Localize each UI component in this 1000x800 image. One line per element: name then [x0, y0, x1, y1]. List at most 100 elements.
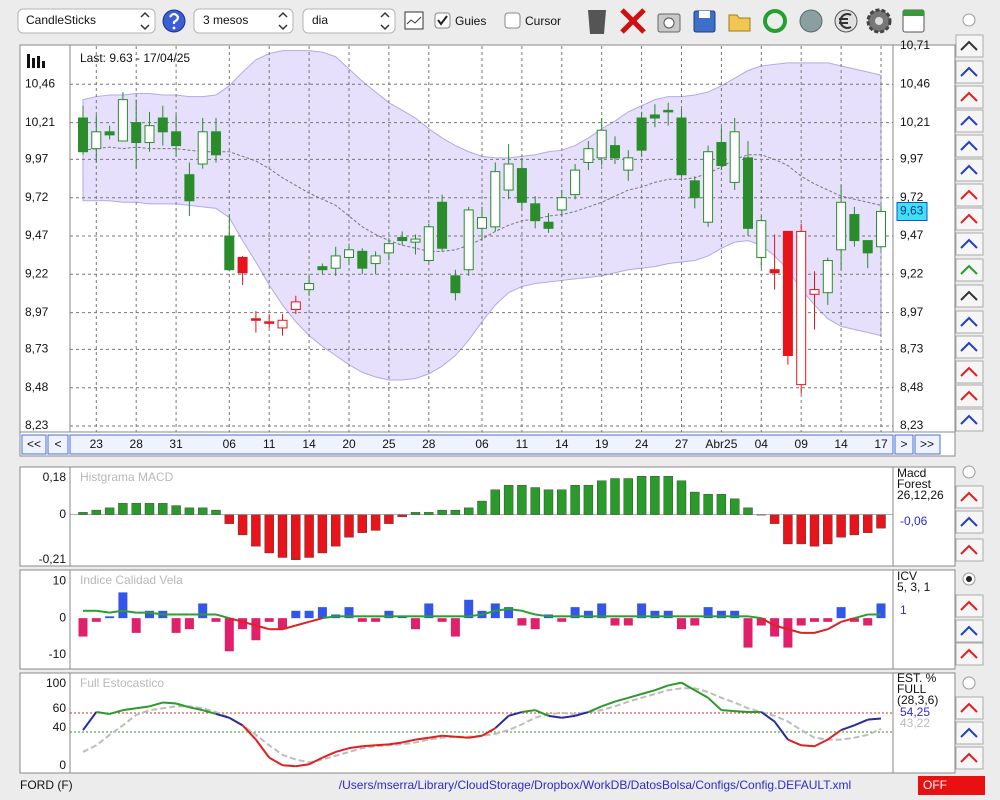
- macd-bar: [530, 487, 540, 515]
- stoch-k-line: [534, 709, 549, 717]
- tool-glyph: [960, 264, 978, 275]
- tool-button[interactable]: [955, 696, 984, 720]
- icv-bar: [317, 607, 327, 619]
- toolbar-icons: [588, 8, 925, 34]
- y-tick-label-right: 9,47: [900, 228, 924, 242]
- icv-line: [308, 617, 323, 623]
- tool-button[interactable]: [955, 485, 984, 509]
- candle-body: [876, 210, 886, 248]
- currency-icon[interactable]: [834, 9, 858, 33]
- refresh-icon[interactable]: [763, 9, 787, 33]
- y-tick-label: 10,21: [25, 115, 55, 129]
- camera-lens: [663, 17, 675, 29]
- stoch-k-line: [561, 714, 576, 719]
- stoch-k-line: [295, 763, 310, 768]
- macd-bar: [503, 485, 514, 515]
- tool-button[interactable]: [955, 284, 984, 308]
- globe-icon[interactable]: [799, 9, 823, 33]
- tool-button[interactable]: [955, 60, 984, 84]
- tool-button[interactable]: [955, 594, 984, 618]
- y-tick-label-right: 10,71: [900, 38, 930, 52]
- interval-select[interactable]: [302, 8, 396, 34]
- tool-button[interactable]: [955, 232, 984, 256]
- candle-body: [596, 129, 607, 159]
- icv-line: [508, 607, 523, 612]
- macd-bar: [424, 512, 434, 515]
- trash-icon[interactable]: [588, 10, 606, 34]
- icv-line: [747, 615, 762, 620]
- tool-button[interactable]: [955, 85, 984, 109]
- tool-button[interactable]: [955, 310, 984, 334]
- tool-button[interactable]: [955, 619, 984, 643]
- tool-glyph: [960, 140, 978, 151]
- icv-bar: [610, 618, 620, 626]
- panel-radio[interactable]: [962, 676, 976, 690]
- tool-button[interactable]: [955, 360, 984, 384]
- chart-type-select[interactable]: [17, 8, 156, 34]
- macd-bar: [477, 500, 487, 515]
- tool-button[interactable]: [955, 335, 984, 359]
- nav-first-button[interactable]: [21, 434, 47, 455]
- panel-radio[interactable]: [962, 465, 976, 479]
- stoch-k-line: [122, 707, 137, 712]
- stoch-k-line: [787, 738, 802, 747]
- cursor-checkbox[interactable]: [504, 12, 521, 29]
- macd-bar: [370, 514, 381, 531]
- tool-button[interactable]: [955, 258, 984, 282]
- macd-bar: [690, 491, 700, 515]
- nav-next-button[interactable]: [894, 434, 914, 455]
- stoch-k-line: [681, 681, 696, 692]
- icv-bar: [796, 618, 806, 626]
- tool-glyph: [960, 727, 978, 738]
- tool-button[interactable]: [955, 510, 984, 534]
- macd-bar: [730, 498, 740, 515]
- icv-bar: [863, 618, 873, 626]
- candle-body: [503, 163, 514, 191]
- candle-body: [729, 131, 740, 183]
- candle-body: [689, 180, 700, 199]
- mode-indicator[interactable]: [918, 776, 985, 795]
- tool-button[interactable]: [955, 538, 984, 562]
- tool-button[interactable]: [955, 642, 984, 666]
- macd-bar: [650, 476, 660, 515]
- nav-prev: <: [54, 437, 61, 451]
- stoch-k-line: [335, 747, 350, 753]
- nav-last-button[interactable]: [914, 434, 941, 455]
- candle-body: [809, 289, 820, 295]
- tool-button[interactable]: [955, 109, 984, 133]
- macd-bar: [836, 514, 846, 538]
- period-select[interactable]: [193, 8, 294, 34]
- current-price-box: [896, 201, 928, 221]
- x-tick-label: 14: [302, 437, 316, 451]
- legend-text: FULL: [897, 682, 927, 696]
- tool-glyph: [960, 316, 978, 327]
- tool-glyph: [960, 702, 978, 713]
- nav-prev-button[interactable]: [47, 434, 69, 455]
- icv-bar: [570, 607, 580, 619]
- x-tick-label: 20: [342, 437, 356, 451]
- select-arrows: [380, 11, 390, 31]
- tool-button[interactable]: [955, 207, 984, 231]
- tool-button[interactable]: [955, 721, 984, 745]
- icv-bar: [663, 610, 673, 619]
- tool-button[interactable]: [955, 158, 984, 182]
- tool-button[interactable]: [955, 183, 984, 207]
- candle-body: [756, 220, 767, 258]
- macd-bar: [543, 489, 554, 515]
- open-icon[interactable]: [728, 14, 751, 32]
- tool-button[interactable]: [955, 34, 984, 58]
- y-tick-label: 9,22: [25, 266, 49, 280]
- tool-button[interactable]: [955, 408, 984, 432]
- tool-button[interactable]: [955, 384, 984, 408]
- y-tick-label-right: 8,48: [900, 380, 924, 394]
- tool-button[interactable]: [955, 134, 984, 158]
- icv-line: [242, 620, 257, 627]
- icv-bar: [836, 607, 846, 619]
- y-tick-label: -0,21: [39, 552, 67, 566]
- panel-radio[interactable]: [962, 13, 976, 27]
- delete-icon[interactable]: [620, 8, 646, 34]
- config-path: /Users/mserra/Library/CloudStorage/Dropb…: [339, 778, 851, 792]
- chart-icon[interactable]: [404, 11, 424, 30]
- tool-button[interactable]: [955, 746, 984, 770]
- icv-line: [322, 615, 336, 620]
